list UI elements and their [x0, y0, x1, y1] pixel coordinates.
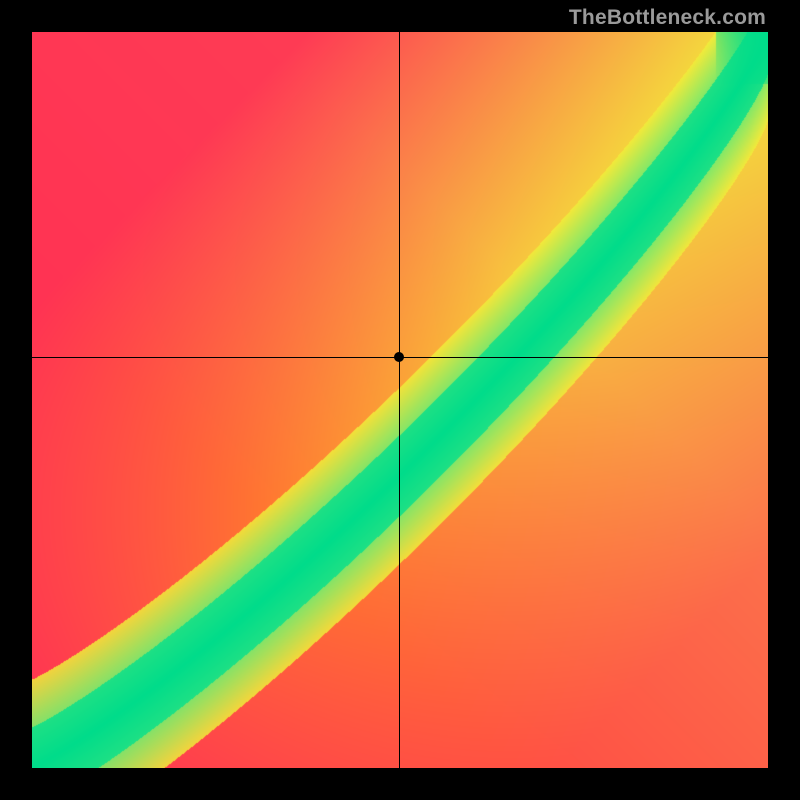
heatmap-canvas: [32, 32, 768, 768]
bottleneck-heatmap: [32, 32, 768, 768]
crosshair-vertical: [399, 32, 400, 768]
watermark-text: TheBottleneck.com: [569, 6, 766, 30]
marker-dot: [394, 352, 404, 362]
